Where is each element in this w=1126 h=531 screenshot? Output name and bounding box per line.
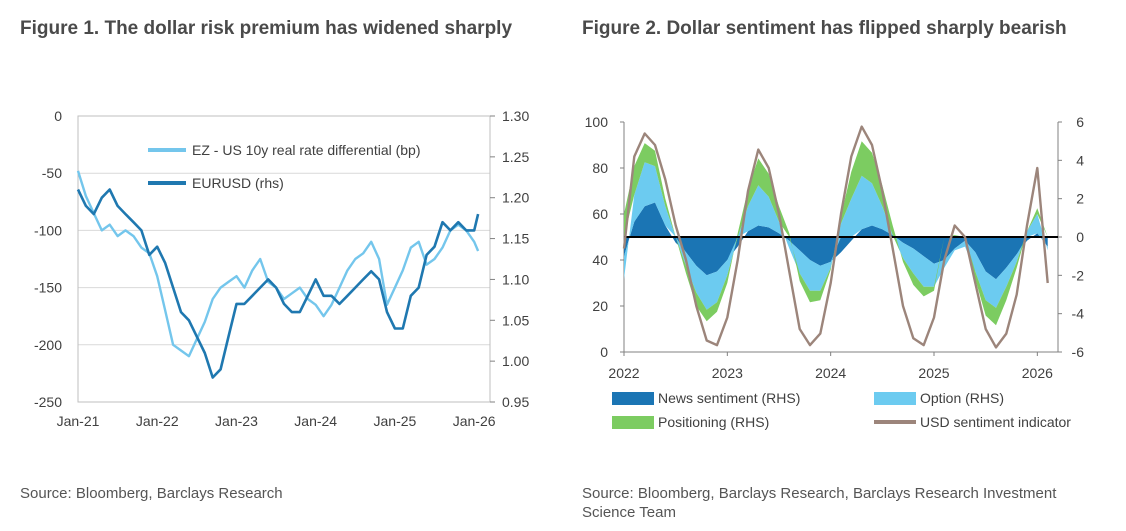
y-left-tick-label: 60 (592, 206, 608, 222)
y-left-tick-label: 40 (592, 252, 608, 268)
x-tick-label: Jan-25 (374, 413, 417, 429)
x-tick-label: Jan-21 (57, 413, 100, 429)
legend-swatch-usd (874, 420, 916, 424)
y-left-tick-label: -100 (34, 222, 62, 238)
x-tick-label: 2023 (712, 365, 743, 381)
figure-2-legend: News sentiment (RHS) Option (RHS) Positi… (612, 390, 1112, 434)
plot-frame (77, 115, 491, 403)
y-right-tick-label: 1.30 (502, 108, 529, 124)
y-right-tick-label: 1.05 (502, 312, 529, 328)
y-right-tick-label: 6 (1076, 114, 1084, 130)
legend-label-usd: USD sentiment indicator (920, 414, 1071, 430)
figure-1-panel: Figure 1. The dollar risk premium has wi… (0, 0, 560, 531)
y-right-tick-label: 2 (1076, 191, 1084, 207)
y-left-tick-label: 20 (592, 298, 608, 314)
legend-label-news: News sentiment (RHS) (658, 390, 801, 406)
x-tick-label: 2025 (918, 365, 949, 381)
y-left-tick-label: -250 (34, 394, 62, 410)
y-right-tick-label: 1.10 (502, 271, 529, 287)
y-right-tick-label: -2 (1072, 267, 1085, 283)
series-usd-sentiment-line (622, 125, 1049, 349)
y-right-tick-label: 1.15 (502, 231, 529, 247)
y-left-tick-label: 80 (592, 160, 608, 176)
y-right-tick-label: -4 (1072, 306, 1085, 322)
x-tick-label: 2024 (815, 365, 846, 381)
legend-label-option: Option (RHS) (920, 390, 1005, 406)
y-left-tick-label: 0 (600, 344, 608, 360)
legend-label-eurusd: EURUSD (rhs) (192, 175, 284, 191)
series-positioning-area (624, 141, 1048, 326)
figure-2-title: Figure 2. Dollar sentiment has flipped s… (582, 18, 1067, 39)
x-tick-label: Jan-22 (136, 413, 179, 429)
x-tick-label: 2026 (1022, 365, 1053, 381)
y-right-tick-label: -6 (1072, 344, 1085, 360)
legend-swatch-positioning (612, 415, 654, 429)
figure-2-panel: Figure 2. Dollar sentiment has flipped s… (562, 0, 1126, 531)
x-tick-label: 2022 (608, 365, 639, 381)
x-tick-label: Jan-23 (215, 413, 258, 429)
y-left-tick-label: -50 (42, 165, 62, 181)
x-tick-label: Jan-24 (294, 413, 337, 429)
y-left-tick-label: 0 (54, 108, 62, 124)
series-eurusd-line (76, 188, 480, 379)
legend-item-usd: USD sentiment indicator (874, 414, 1071, 430)
figure-1-chart: 0 -50 -100 -150 -200 -250 1.30 1.25 1.20 1.15 1.10… (34, 108, 529, 429)
legend-item-news: News sentiment (RHS) (612, 390, 800, 406)
y-right-tick-label: 0.95 (502, 394, 529, 410)
y-right-tick-label: 0 (1076, 229, 1084, 245)
figure-1-title: Figure 1. The dollar risk premium has wi… (20, 18, 513, 39)
figure-2-source: Source: Bloomberg, Barclays Research, Ba… (582, 485, 1057, 521)
x-tick-label: Jan-26 (453, 413, 496, 429)
y-right-tick-label: 1.25 (502, 149, 529, 165)
legend-label-rate-differential: EZ - US 10y real rate differential (bp) (192, 142, 421, 158)
y-left-tick-label: 100 (585, 114, 609, 130)
y-left-tick-label: -150 (34, 280, 62, 296)
y-left-tick-label: -200 (34, 337, 62, 353)
legend-item-positioning: Positioning (RHS) (612, 414, 769, 430)
y-right-tick-label: 4 (1076, 152, 1084, 168)
legend-swatch-news (612, 391, 654, 405)
legend-item-option: Option (RHS) (874, 390, 1004, 406)
series-rate-differential-line (76, 170, 480, 358)
legend-label-positioning: Positioning (RHS) (658, 414, 770, 430)
legend-swatch-option (874, 391, 916, 405)
figure-1-source: Source: Bloomberg, Barclays Research (20, 485, 283, 502)
y-right-tick-label: 1.20 (502, 190, 529, 206)
y-right-tick-label: 1.00 (502, 353, 529, 369)
